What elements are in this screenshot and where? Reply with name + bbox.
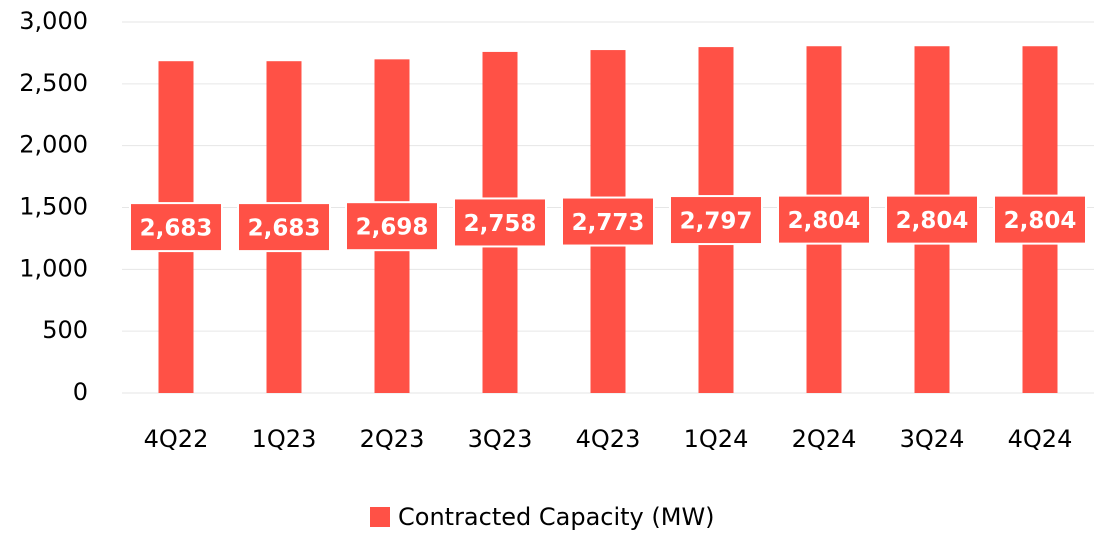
value-label-box — [669, 195, 763, 246]
value-label-box — [237, 202, 331, 253]
value-label: 2,797 — [680, 209, 753, 235]
value-label-box — [777, 194, 871, 245]
value-label: 2,758 — [464, 211, 537, 237]
value-label-box — [345, 201, 439, 252]
value-label: 2,773 — [572, 210, 645, 236]
x-tick-label: 4Q22 — [144, 425, 209, 453]
y-tick-label: 2,000 — [19, 131, 88, 159]
y-tick-label: 2,500 — [19, 69, 88, 97]
y-tick-label: 1,000 — [19, 254, 88, 282]
legend-swatch — [370, 507, 390, 527]
x-tick-label: 1Q23 — [252, 425, 317, 453]
x-tick-label: 4Q24 — [1008, 425, 1073, 453]
value-label: 2,804 — [788, 208, 861, 234]
x-tick-label: 3Q24 — [900, 425, 965, 453]
legend-label: Contracted Capacity (MW) — [398, 503, 715, 531]
x-tick-label: 3Q23 — [468, 425, 533, 453]
x-tick-label: 1Q24 — [684, 425, 749, 453]
value-label: 2,683 — [140, 216, 213, 242]
value-label-box — [993, 194, 1087, 245]
y-tick-label: 1,500 — [19, 193, 88, 221]
value-label-box — [453, 197, 547, 248]
value-label: 2,698 — [356, 215, 429, 241]
value-label-box — [885, 194, 979, 245]
y-tick-label: 0 — [73, 378, 88, 406]
x-tick-label: 2Q24 — [792, 425, 857, 453]
x-tick-label: 2Q23 — [360, 425, 425, 453]
y-tick-label: 3,000 — [19, 7, 88, 35]
value-label-box — [129, 202, 223, 253]
y-tick-label: 500 — [42, 316, 88, 344]
value-label: 2,804 — [1004, 208, 1077, 234]
value-label: 2,804 — [896, 208, 969, 234]
value-label: 2,683 — [248, 216, 321, 242]
x-tick-label: 4Q23 — [576, 425, 641, 453]
value-label-box — [561, 196, 655, 247]
